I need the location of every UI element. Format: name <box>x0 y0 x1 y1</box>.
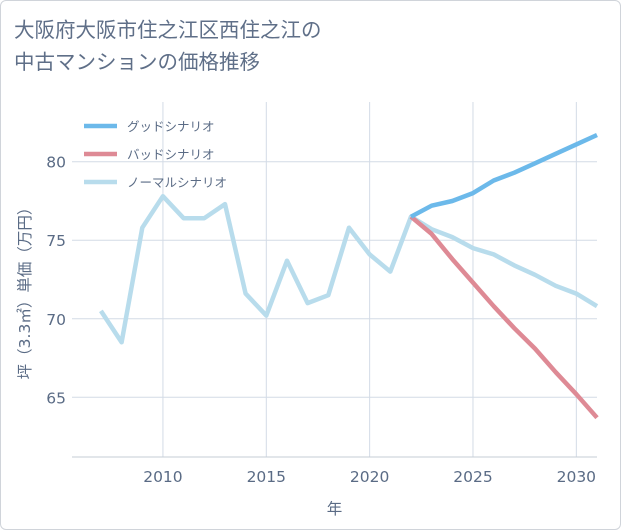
x-tick-label: 2030 <box>557 468 596 486</box>
x-tick-label: 2010 <box>143 468 182 486</box>
series-line-normal <box>99 193 599 345</box>
legend-label: ノーマルシナリオ <box>127 175 227 190</box>
x-axis-title: 年 <box>327 500 343 518</box>
y-tick-label: 75 <box>46 232 66 250</box>
legend-label: グッドシナリオ <box>127 119 215 134</box>
chart-title-line2: 中古マンションの価格推移 <box>14 50 260 74</box>
y-tick-label: 65 <box>46 389 66 407</box>
x-tick-label: 2020 <box>350 468 389 486</box>
y-tick-label: 70 <box>46 311 66 329</box>
y-axis-title: 坪（3.3㎡）単価（万円） <box>16 200 34 380</box>
y-axis-ticks: 65 70 75 80 <box>46 154 66 408</box>
legend-label: バッドシナリオ <box>127 147 215 162</box>
x-axis-ticks: 2010 2015 2020 2025 2030 <box>143 468 596 486</box>
chart-title: 大阪府大阪市住之江区西住之江の 中古マンションの価格推移 <box>14 14 322 78</box>
series-line-good <box>409 132 598 219</box>
series-line-bad <box>409 214 599 420</box>
x-tick-label: 2015 <box>247 468 286 486</box>
series-lines <box>99 132 599 420</box>
chart-title-line1: 大阪府大阪市住之江区西住之江の <box>14 18 322 42</box>
x-tick-label: 2025 <box>453 468 492 486</box>
y-tick-label: 80 <box>46 154 66 172</box>
